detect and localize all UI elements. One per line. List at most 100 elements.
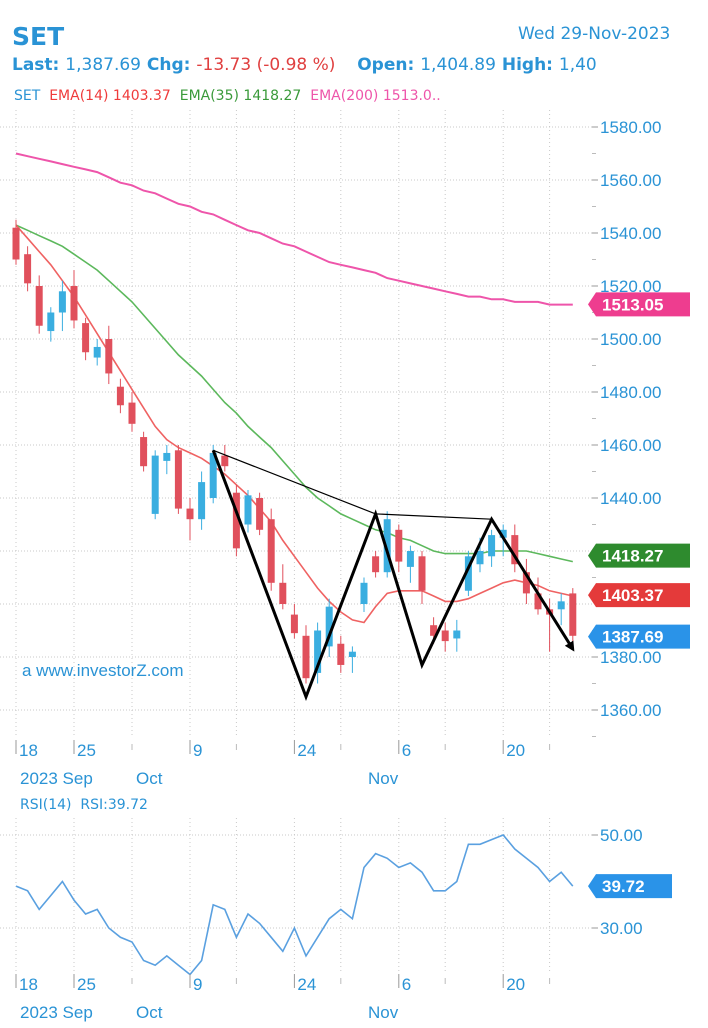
x-tick-label: 24: [297, 741, 316, 760]
candle-body: [406, 551, 414, 567]
candle-body: [441, 630, 449, 642]
candle-body: [383, 519, 391, 573]
candle-body: [464, 556, 472, 591]
y-tick-label: 1480.00: [600, 383, 661, 402]
legend-ema200-label: EMA(200): [310, 88, 379, 104]
rsi-legend-label: RSI(14): [20, 797, 72, 813]
candle-body: [337, 643, 345, 665]
y-tick-label: 1520.00: [600, 277, 661, 296]
watermark: a www.investorZ.com: [22, 661, 184, 680]
open-label: Open:: [357, 55, 415, 75]
open-value: 1,404.89: [420, 55, 496, 75]
y-tick-label: 1380.00: [600, 648, 661, 667]
x-tick-label: 25: [77, 741, 96, 760]
x-tick-label: 24: [297, 975, 316, 994]
period-label: Nov: [368, 769, 399, 788]
price-tag-label: 1418.27: [602, 547, 663, 566]
candle-body: [58, 291, 66, 313]
candle-body: [116, 386, 124, 406]
candle-body: [302, 635, 310, 679]
x-tick-label: 9: [193, 741, 202, 760]
period-label: Oct: [136, 769, 163, 788]
candle-body: [256, 498, 264, 530]
candle-body: [93, 346, 101, 358]
x-tick-label: 6: [402, 975, 411, 994]
last-value: 1,387.69: [65, 55, 141, 75]
candle-body: [186, 508, 194, 520]
y-tick-label: 1440.00: [600, 489, 661, 508]
price-tag: [588, 543, 690, 568]
price-tag: [588, 583, 690, 608]
period-label: Nov: [368, 1003, 399, 1022]
last-label: Last:: [12, 55, 60, 75]
candle-body: [82, 323, 90, 353]
rsi-legend: RSI(14) RSI:39.72: [20, 797, 148, 813]
rsi-line: [15, 834, 574, 976]
y-tick-label: 1360.00: [600, 701, 661, 720]
legend-ema14-value: 1403.37: [112, 88, 171, 104]
candle-body: [140, 437, 148, 467]
legend-ema35-value: 1418.27: [243, 88, 302, 104]
x-tick-label: 25: [77, 975, 96, 994]
candle-body: [372, 556, 380, 573]
candle-body: [348, 651, 356, 657]
price-tag: [588, 292, 690, 317]
x-tick-label: 18: [19, 975, 38, 994]
candle-body: [453, 630, 461, 639]
candle-body: [360, 582, 368, 604]
x-tick-label: 6: [402, 741, 411, 760]
indicator-legend: SET EMA(14) 1403.37 EMA(35) 1418.27 EMA(…: [14, 88, 441, 104]
y-tick-label: 1460.00: [600, 436, 661, 455]
price-tag-label: 1403.37: [602, 586, 663, 605]
candle-body: [24, 254, 32, 284]
candle-body: [244, 495, 252, 525]
candle-body: [35, 286, 43, 326]
candle-body: [418, 556, 426, 591]
quote-line: Last: 1,387.69 Chg: -13.73 (-0.98 %) Ope…: [12, 55, 597, 75]
y-tick-label: 1560.00: [600, 171, 661, 190]
rsi-y-tick-label: 30.00: [600, 919, 643, 938]
y-tick-label: 1500.00: [600, 330, 661, 349]
y-tick-label: 1540.00: [600, 224, 661, 243]
period-label: 2023 Sep: [20, 1003, 93, 1022]
y-tick-label: 1580.00: [600, 118, 661, 137]
price-tag: [588, 624, 690, 649]
ema35-line: [15, 224, 573, 563]
chg-label: Chg:: [146, 55, 191, 75]
legend-ema200-value: 1513.0..: [382, 88, 441, 104]
candle-body: [47, 312, 55, 332]
candle-body: [128, 402, 136, 424]
high-label: High:: [501, 55, 553, 75]
candle-body: [325, 606, 333, 647]
trendline: [212, 449, 492, 520]
rsi-legend-value: RSI:39.72: [80, 797, 148, 813]
candle-body: [209, 452, 217, 498]
price-tag-label: 1387.69: [602, 628, 663, 647]
candle-body: [511, 535, 519, 565]
x-tick-label: 9: [193, 975, 202, 994]
ema200-line: [15, 152, 573, 306]
candle-body: [70, 286, 78, 321]
candle-body: [279, 582, 287, 604]
candle-body: [198, 482, 206, 520]
candle-body: [290, 614, 298, 634]
x-tick-label: 20: [506, 741, 525, 760]
x-tick-label: 20: [506, 975, 525, 994]
x-tick-label: 18: [19, 741, 38, 760]
candle-body: [499, 529, 507, 538]
candle-body: [557, 601, 565, 610]
candle-body: [488, 535, 496, 557]
candle-body: [163, 452, 171, 461]
zigzag-pattern: [211, 449, 575, 701]
rsi-tag: [588, 874, 672, 899]
symbol-title: SET: [12, 22, 65, 51]
candle-body: [522, 572, 530, 594]
rsi-tag-label: 39.72: [602, 877, 645, 896]
high-value: 1,40: [558, 55, 597, 75]
candle-body: [534, 593, 542, 610]
legend-ema35-label: EMA(35): [179, 88, 239, 104]
candle-body: [12, 227, 20, 260]
price-tag-label: 1513.05: [602, 295, 663, 314]
candle-body: [476, 551, 484, 565]
chg-value: -13.73 (-0.98 %): [196, 55, 336, 75]
